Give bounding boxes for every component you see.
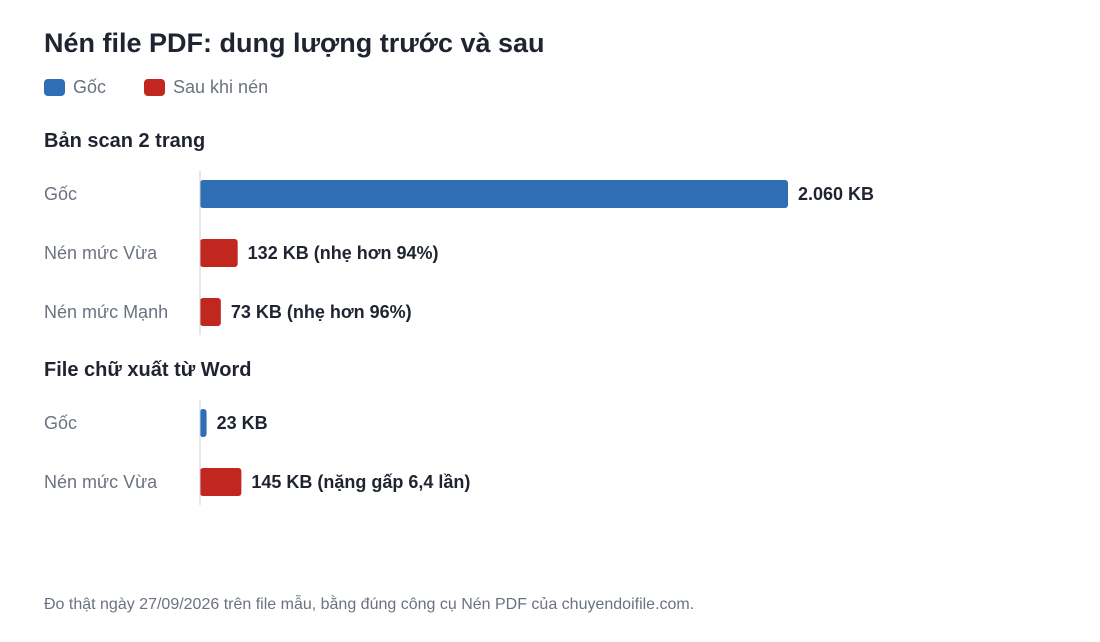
bar [200,409,207,437]
legend-item-compressed: Sau khi nén [144,77,268,98]
bar [200,180,788,208]
category-label: Gốc [44,413,77,433]
legend-swatch-compressed [144,79,166,96]
data-label: 23 KB [217,413,268,433]
category-label: Nén mức Vừa [44,243,158,263]
legend-item-original: Gốc [44,77,106,98]
bar [200,239,238,267]
legend-label-original: Gốc [73,77,107,97]
chart-title: Nén file PDF: dung lượng trước và sau [44,28,545,58]
category-label: Nén mức Vừa [44,472,158,492]
bar-chart: Bản scan 2 trang Gốc 2.060 KB Nén mức Vừa 13… [44,130,874,505]
legend-label-compressed: Sau khi nén [173,77,269,97]
legend: Gốc Sau khi nén [44,77,306,98]
group-header: Bản scan 2 trang [44,130,205,152]
category-label: Gốc [44,184,77,204]
legend-swatch-original [44,79,65,96]
data-label: 2.060 KB [798,184,874,204]
data-label: 132 KB (nhẹ hơn 94%) [248,243,439,263]
bar [200,468,242,496]
data-label: 73 KB (nhẹ hơn 96%) [231,302,412,322]
category-label: Nén mức Mạnh [44,302,168,322]
data-label: 145 KB (nặng gấp 6,4 lần) [251,472,470,492]
group-header: File chữ xuất từ Word [44,359,252,381]
bar [200,298,221,326]
footer-note: Đo thật ngày 27/09/2026 trên file mẫu, b… [44,596,695,613]
